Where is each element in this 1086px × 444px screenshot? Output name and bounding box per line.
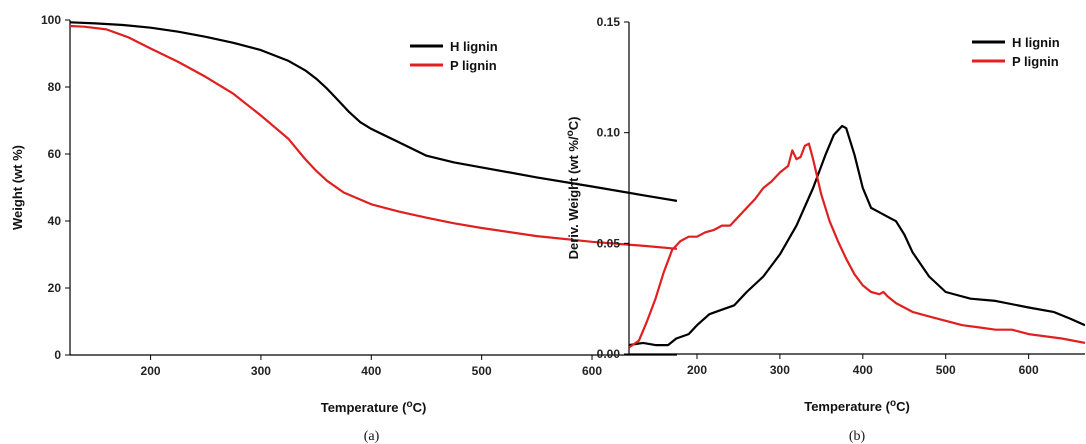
y-tick-label: 0.05 <box>597 236 621 250</box>
panel-caption-a: (a) <box>364 429 380 444</box>
chart-panel-b: 200 300 400 500 600 0.00 0.05 0.10 0.15 Temperatu… <box>565 15 1085 444</box>
x-tick-label: 200 <box>141 364 161 378</box>
series-line-p-lignin <box>70 24 677 250</box>
series-line-h-lignin <box>70 21 677 202</box>
x-axis-label-a: Temperature (oC) <box>321 399 427 415</box>
series-line-h-lignin <box>629 124 1085 347</box>
x-tick-label: 200 <box>687 363 707 377</box>
y-tick-label: 60 <box>48 147 62 161</box>
y-tick-label: 100 <box>41 13 61 27</box>
x-tick-label: 300 <box>770 363 790 377</box>
x-tick-label: 300 <box>251 364 271 378</box>
y-tick-label: 0.15 <box>597 15 621 29</box>
legend-label-p-lignin: P lignin <box>450 58 497 73</box>
legend-label-h-lignin: H lignin <box>450 39 498 54</box>
panel-caption-b: (b) <box>849 429 866 444</box>
y-tick-label: 0.10 <box>597 126 621 140</box>
x-tick-label: 600 <box>1019 363 1039 377</box>
y-axis-label-a: Weight (wt %) <box>10 145 25 230</box>
series-line-p-lignin <box>629 142 1085 349</box>
x-tick-label: 400 <box>361 364 381 378</box>
y-tick-label: 0.00 <box>597 347 621 361</box>
x-tick-label: 500 <box>936 363 956 377</box>
x-axis-label-b: Temperature (oC) <box>804 398 910 414</box>
x-tick-label: 600 <box>582 364 602 378</box>
y-axis-label-b: Deriv. Weight (wt %/oC) <box>565 117 581 260</box>
chart-panel-a: 200 300 400 500 600 0 20 40 60 80 100 Temperature (… <box>10 13 677 444</box>
legend-label-h-lignin: H lignin <box>1012 35 1060 50</box>
legend-label-p-lignin: P lignin <box>1012 54 1059 69</box>
y-tick-label: 0 <box>54 348 61 362</box>
y-tick-label: 80 <box>48 80 62 94</box>
x-tick-label: 500 <box>472 364 492 378</box>
y-tick-label: 20 <box>48 281 62 295</box>
y-tick-label: 40 <box>48 214 62 228</box>
x-tick-label: 400 <box>853 363 873 377</box>
